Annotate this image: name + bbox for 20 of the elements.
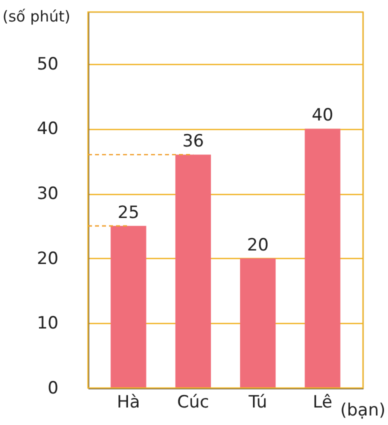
data-label: 25: [118, 202, 140, 223]
y-tick-label: 30: [36, 184, 58, 204]
x-axis-title: (bạn): [340, 400, 386, 420]
data-label: 36: [182, 132, 204, 152]
x-tick-label: Tú: [248, 392, 268, 412]
data-label: 20: [247, 235, 269, 256]
x-tick-label: Hà: [116, 392, 140, 412]
data-label: 40: [312, 106, 334, 126]
bar: [110, 226, 146, 388]
y-tick-label: 10: [36, 314, 58, 334]
y-tick-label: 0: [48, 378, 58, 398]
y-axis-title: (số phút): [2, 8, 70, 26]
y-tick-label: 20: [36, 248, 58, 269]
y-tick-label: 50: [36, 54, 58, 74]
x-tick-label: Lê: [312, 392, 332, 412]
y-tick-label: 40: [36, 119, 58, 140]
x-tick-label: Cúc: [177, 392, 210, 412]
bar: [304, 128, 340, 388]
bar: [175, 154, 211, 388]
bar: [240, 258, 276, 388]
